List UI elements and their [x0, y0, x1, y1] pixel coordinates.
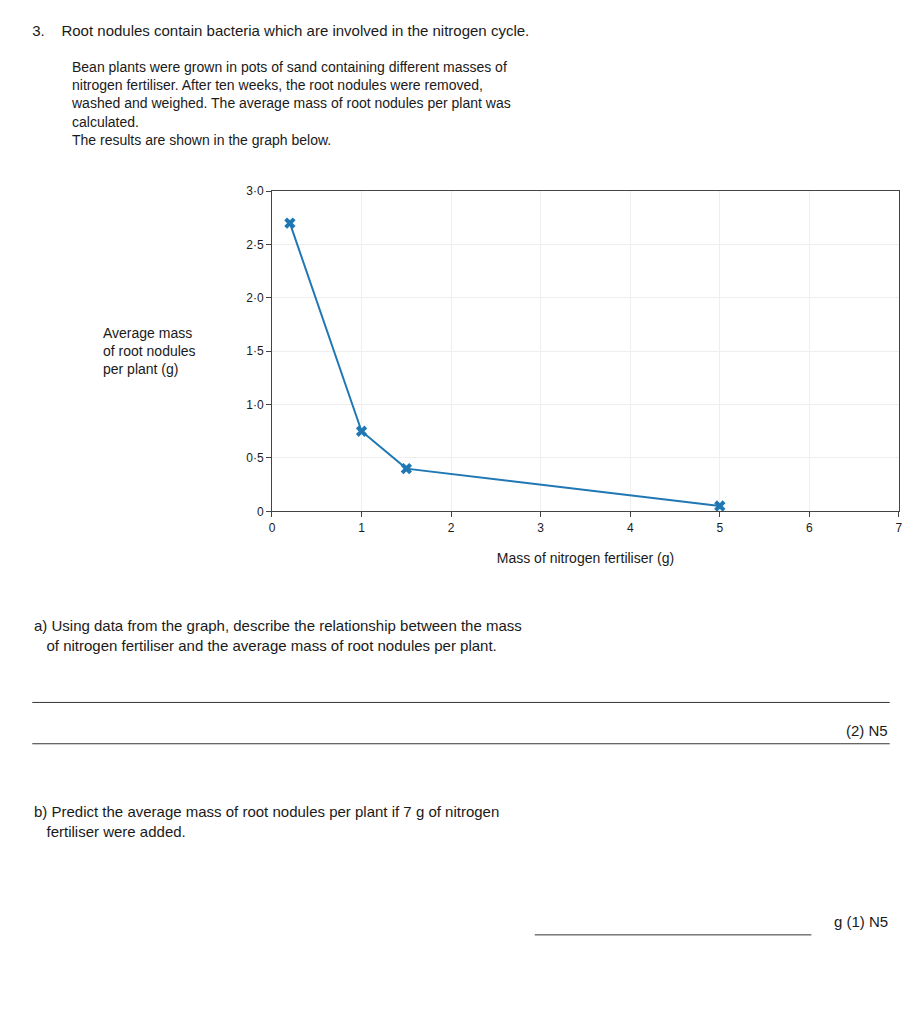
- svg-text:(2) N5: (2) N5: [846, 722, 888, 739]
- svg-text:g (1) N5: g (1) N5: [834, 913, 888, 930]
- svg-text:1: 1: [358, 521, 365, 535]
- svg-text:1·0: 1·0: [246, 398, 264, 412]
- svg-text:1·5: 1·5: [246, 344, 264, 358]
- svg-text:7: 7: [896, 521, 903, 535]
- svg-text:3·0: 3·0: [246, 184, 264, 198]
- svg-text:a) Using data from the graph,: a) Using data from the graph, describe t…: [34, 617, 522, 654]
- svg-text:3: 3: [537, 521, 544, 535]
- svg-text:2·0: 2·0: [246, 291, 264, 305]
- svg-text:Mass of nitrogen fertiliser (g: Mass of nitrogen fertiliser (g): [497, 550, 674, 566]
- svg-text:4: 4: [627, 521, 634, 535]
- svg-text:0: 0: [257, 505, 264, 519]
- svg-text:2·5: 2·5: [246, 238, 264, 252]
- svg-text:6: 6: [806, 521, 813, 535]
- svg-text:Bean plants were grown in pots: Bean plants were grown in pots of sand c…: [71, 59, 511, 148]
- svg-text:b) Predict the average mass of: b) Predict the average mass of root nodu…: [34, 803, 499, 840]
- svg-text:2: 2: [448, 521, 455, 535]
- svg-text:0: 0: [269, 521, 276, 535]
- svg-text:3. Root nodules contain bac: 3. Root nodules contain bacteria which a…: [32, 22, 529, 39]
- svg-text:Average massof root nodulesper: Average massof root nodulesper plant (g): [103, 325, 196, 377]
- svg-text:5: 5: [716, 521, 723, 535]
- svg-text:0·5: 0·5: [246, 451, 264, 465]
